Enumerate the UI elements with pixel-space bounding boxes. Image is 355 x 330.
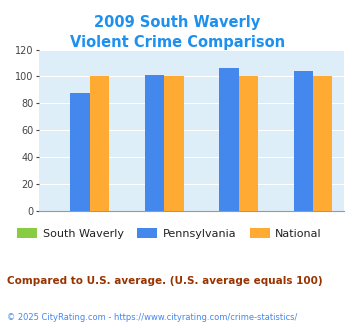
Bar — [164, 77, 184, 211]
Bar — [313, 77, 332, 211]
Bar — [145, 75, 164, 211]
Bar — [239, 77, 258, 211]
Text: Violent Crime Comparison: Violent Crime Comparison — [70, 35, 285, 50]
Bar — [294, 71, 313, 211]
Legend: South Waverly, Pennsylvania, National: South Waverly, Pennsylvania, National — [13, 224, 326, 243]
Text: 2009 South Waverly: 2009 South Waverly — [94, 15, 261, 30]
Bar — [70, 93, 90, 211]
Bar — [219, 68, 239, 211]
Text: Compared to U.S. average. (U.S. average equals 100): Compared to U.S. average. (U.S. average … — [7, 276, 323, 285]
Text: © 2025 CityRating.com - https://www.cityrating.com/crime-statistics/: © 2025 CityRating.com - https://www.city… — [7, 314, 297, 322]
Bar — [90, 77, 109, 211]
